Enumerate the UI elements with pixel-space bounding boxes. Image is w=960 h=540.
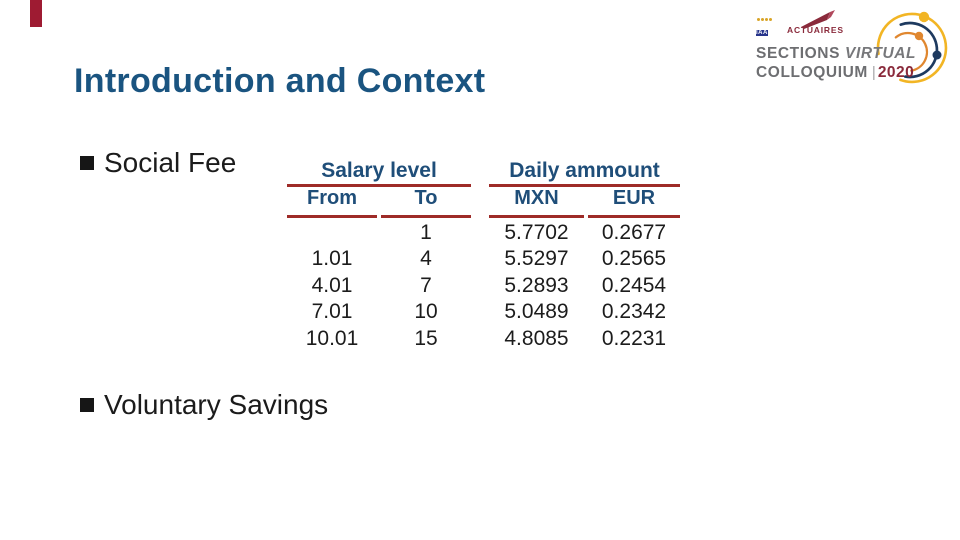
- table-column-header-eur: EUR: [588, 187, 680, 218]
- table-cell: 1: [420, 220, 432, 244]
- gold-dot: [918, 11, 930, 23]
- logo-head: IAA ACTUAIRES: [756, 10, 956, 36]
- table-cell: 0.2677: [601, 220, 667, 244]
- logo-year: 2020: [877, 64, 915, 81]
- bullet-square-icon: [80, 156, 94, 170]
- table-column-header-to: To: [381, 187, 471, 218]
- table-cell: 5.0489: [504, 300, 569, 324]
- logo-line-sections-virtual: SECTIONS VIRTUAL: [756, 45, 956, 63]
- iaa-emblem-icon: IAA: [756, 16, 772, 36]
- bullet-item-voluntary-savings: Voluntary Savings: [80, 389, 328, 421]
- table-cell: 7.01: [311, 300, 353, 324]
- table-column-header-from: From: [287, 187, 377, 218]
- logo-word-colloquium: COLLOQUIUM: [756, 64, 868, 81]
- table-cell: [287, 218, 377, 245]
- colloquium-logo: IAA ACTUAIRES SECTIONS VIRTUAL COLLOQUIUM…: [756, 10, 956, 82]
- table-cell: 5.7702: [504, 220, 569, 244]
- table-cell: 4: [420, 247, 432, 271]
- table-cell: 15: [414, 326, 438, 350]
- table-cell: 0.2342: [601, 300, 667, 324]
- corner-accent-bar: [30, 0, 42, 27]
- orange-dot: [914, 31, 924, 41]
- bullet-label: Voluntary Savings: [104, 389, 329, 420]
- logo-line-colloquium-2020: COLLOQUIUM | 2020: [756, 64, 956, 82]
- table-cell: 0.2454: [601, 273, 667, 297]
- association-label: ACTUAIRES: [787, 25, 844, 35]
- table-cell: 0.2231: [601, 326, 667, 350]
- table-cell: 4.01: [311, 273, 353, 297]
- logo-word-virtual: VIRTUAL: [845, 45, 917, 62]
- navy-dot: [932, 50, 942, 60]
- table-cell: 5.5297: [504, 247, 569, 271]
- table-cell: 4.8085: [504, 326, 569, 350]
- table-cell: 0.2565: [601, 247, 667, 271]
- table-cell: 1.01: [311, 247, 353, 271]
- table-column-header-mxn: MXN: [489, 187, 584, 218]
- table-group-header-salary-level: Salary level: [287, 159, 471, 187]
- table-cell: 7: [420, 273, 432, 297]
- logo-word-sections: SECTIONS: [756, 45, 841, 62]
- bullet-item-social-fee: Social Fee: [80, 147, 236, 179]
- logo-separator: |: [871, 64, 876, 81]
- flag-icon: [801, 10, 835, 29]
- page-title: Introduction and Context: [74, 62, 486, 100]
- table-group-header-daily-ammount: Daily ammount: [489, 159, 680, 187]
- bullet-square-icon: [80, 398, 94, 412]
- orbit-arcs-icon: [876, 11, 948, 84]
- table-cell: 5.2893: [504, 273, 569, 297]
- salary-table: Salary level Daily ammount From To MXN E…: [287, 159, 680, 351]
- bullet-label: Social Fee: [104, 147, 237, 178]
- table-cell: 10: [414, 300, 438, 324]
- table-cell: 10.01: [305, 326, 359, 350]
